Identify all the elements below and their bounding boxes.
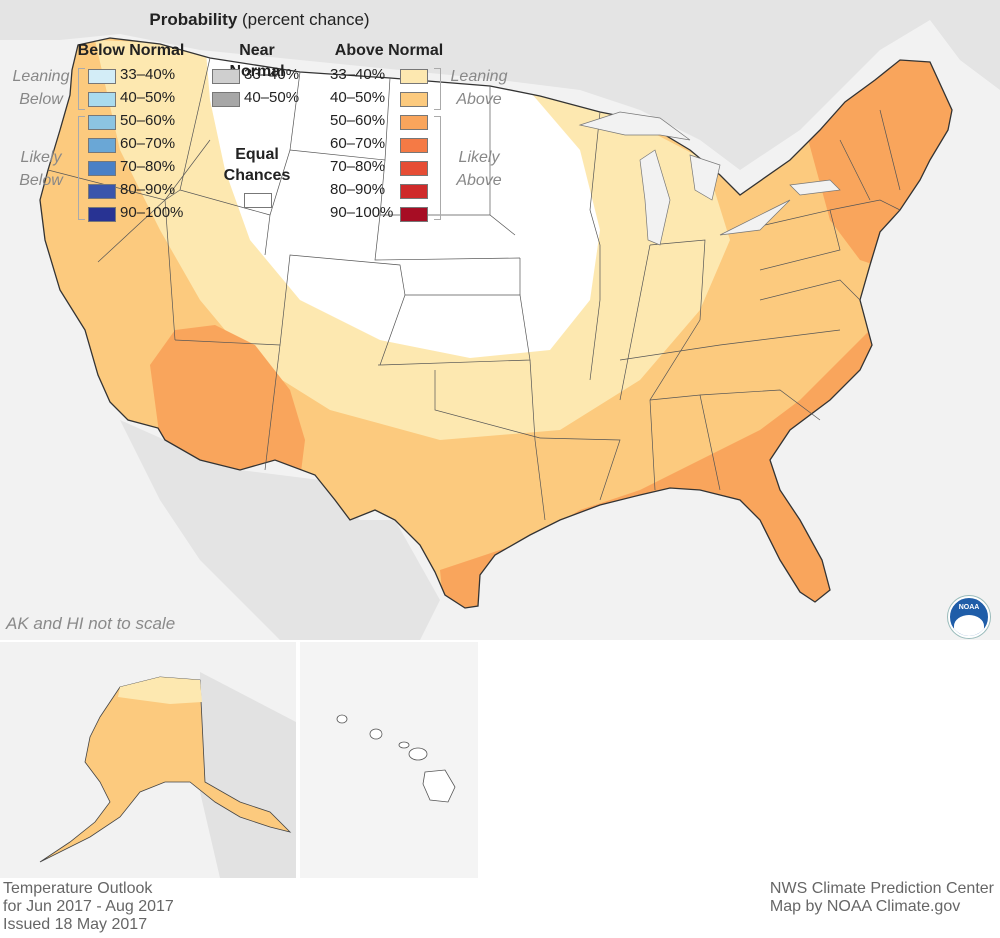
leaning-below-label: Leaning Below	[4, 65, 78, 111]
equal-chances-swatch	[244, 193, 272, 208]
below-swatch	[88, 138, 116, 153]
footer-issued: Issued 18 May 2017	[3, 916, 148, 933]
above-range-label: 50–60%	[330, 112, 386, 129]
footer-credits: NWS Climate Prediction Center Map by NOA…	[770, 880, 994, 916]
footer-period: for Jun 2017 - Aug 2017	[3, 898, 174, 915]
legend-title: Probability (percent chance)	[0, 10, 519, 30]
below-swatch	[88, 161, 116, 176]
near-range-label: 33–40%	[244, 66, 300, 83]
likely-above-bracket	[434, 116, 441, 220]
state-boundaries	[47, 57, 901, 521]
above-range-label: 33–40%	[330, 66, 386, 83]
footer-outlook-info: Temperature Outlook for Jun 2017 - Aug 2…	[3, 880, 174, 934]
likely-above-label: Likely Above	[442, 146, 516, 192]
legend-title-rest: (percent chance)	[237, 10, 370, 29]
below-range-label: 70–80%	[120, 158, 176, 175]
conus-map-graphic	[0, 0, 1000, 640]
near-normal-header-line1: Near	[239, 42, 275, 59]
below-range-label: 60–70%	[120, 135, 176, 152]
near-swatch	[212, 69, 240, 84]
scale-note: AK and HI not to scale	[6, 614, 176, 633]
likely-above-line1: Likely	[458, 149, 500, 166]
below-swatch	[88, 115, 116, 130]
above-swatch	[400, 161, 428, 176]
below-swatch	[88, 184, 116, 199]
below-range-label: 90–100%	[120, 204, 184, 221]
above-swatch	[400, 184, 428, 199]
alaska-map-graphic	[39, 672, 296, 878]
hawaii-islands	[336, 714, 456, 803]
equal-chances-zone	[205, 40, 600, 358]
below-range-label: 33–40%	[120, 66, 176, 83]
likely-above-50-60-southwest-zone	[150, 325, 305, 480]
above-swatch	[400, 207, 428, 222]
near-range-label: 40–50%	[244, 89, 300, 106]
legend: Probability (percent chance) Below Norma…	[0, 0, 521, 222]
footer-credit-map: Map by NOAA Climate.gov	[769, 898, 961, 915]
leaning-above-label: Leaning Above	[442, 65, 516, 111]
leaning-above-line1: Leaning	[450, 68, 508, 85]
near-normal-header-line2: Normal	[229, 63, 285, 80]
us-outline	[39, 37, 953, 609]
above-swatch	[400, 115, 428, 130]
above-normal-header: Above Normal	[334, 42, 444, 59]
likely-below-line1: Likely	[20, 149, 62, 166]
leaning-below-line1: Leaning	[12, 68, 70, 85]
below-range-label: 50–60%	[120, 112, 176, 129]
above-range-label: 60–70%	[330, 135, 386, 152]
above-range-label: 90–100%	[330, 204, 394, 221]
mexico-land	[120, 420, 440, 640]
canada-land	[0, 0, 1000, 170]
alaska-leaning-above-zone	[118, 677, 202, 704]
below-swatch	[88, 92, 116, 107]
canada-land-inset	[200, 672, 296, 878]
hawaii-inset	[300, 642, 478, 878]
above-swatch	[400, 138, 428, 153]
leaning-above-bracket	[434, 68, 441, 110]
conus-map: AK and HI not to scale NOAA	[0, 0, 1000, 640]
leaning-above-line2: Above	[456, 91, 502, 108]
legend-title-bold: Probability	[149, 10, 238, 29]
hawaii-map-graphic	[336, 714, 456, 803]
equal-chances-line2: Chances	[223, 167, 291, 184]
below-swatch	[88, 69, 116, 84]
leaning-below-line2: Below	[19, 91, 63, 108]
below-range-label: 40–50%	[120, 89, 176, 106]
likely-below-bracket	[78, 116, 85, 220]
near-swatch	[212, 92, 240, 107]
leaning-below-bracket	[78, 68, 85, 110]
above-range-label: 80–90%	[330, 181, 386, 198]
outlook-zones	[40, 38, 952, 608]
likely-below-line2: Below	[19, 172, 63, 189]
great-lakes	[578, 111, 841, 246]
likely-above-line2: Above	[456, 172, 502, 189]
equal-chances-line1: Equal	[235, 146, 279, 163]
below-swatch	[88, 207, 116, 222]
noaa-logo-icon: NOAA	[948, 596, 990, 638]
above-range-label: 70–80%	[330, 158, 386, 175]
alaska-inset	[0, 642, 296, 878]
above-swatch	[400, 92, 428, 107]
footer-credit-cpc: NWS Climate Prediction Center	[769, 880, 994, 897]
alaska-shape	[39, 676, 292, 863]
likely-below-label: Likely Below	[4, 146, 78, 192]
below-normal-header: Below Normal	[77, 42, 185, 59]
footer-title: Temperature Outlook	[3, 880, 153, 897]
below-range-label: 80–90%	[120, 181, 176, 198]
above-range-label: 40–50%	[330, 89, 386, 106]
above-swatch	[400, 69, 428, 84]
